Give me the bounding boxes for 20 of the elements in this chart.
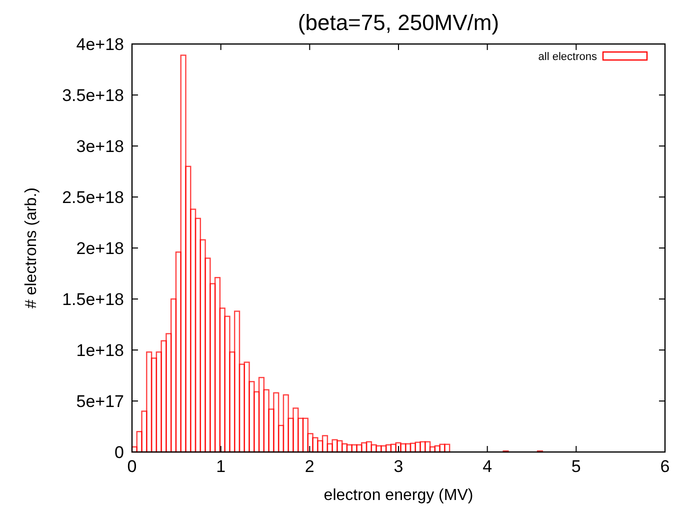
- y-tick-label: 3.5e+18: [62, 86, 124, 105]
- x-tick-label: 1: [216, 457, 226, 476]
- x-tick-label: 0: [127, 457, 137, 476]
- x-tick-label: 4: [482, 457, 492, 476]
- x-tick-label: 6: [660, 457, 670, 476]
- chart-title: (beta=75, 250MV/m): [298, 10, 500, 35]
- y-tick-label: 3e+18: [76, 136, 124, 156]
- legend-label: all electrons: [538, 50, 598, 63]
- y-tick-label: 2.5e+18: [62, 188, 124, 207]
- y-tick-label: 0: [114, 442, 124, 462]
- y-tick-label: 1e+18: [76, 340, 124, 360]
- y-tick-label: 2e+18: [76, 238, 124, 258]
- y-tick-label: 4e+18: [76, 34, 124, 54]
- y-tick-label: 1.5e+18: [62, 290, 124, 309]
- x-tick-label: 3: [394, 457, 404, 476]
- x-tick-label: 5: [571, 457, 581, 476]
- x-axis-title: electron energy (MV): [324, 487, 474, 504]
- y-tick-label: 5e+17: [76, 392, 124, 411]
- x-tick-label: 2: [304, 457, 314, 476]
- y-axis-title: # electrons (arb.): [23, 188, 40, 308]
